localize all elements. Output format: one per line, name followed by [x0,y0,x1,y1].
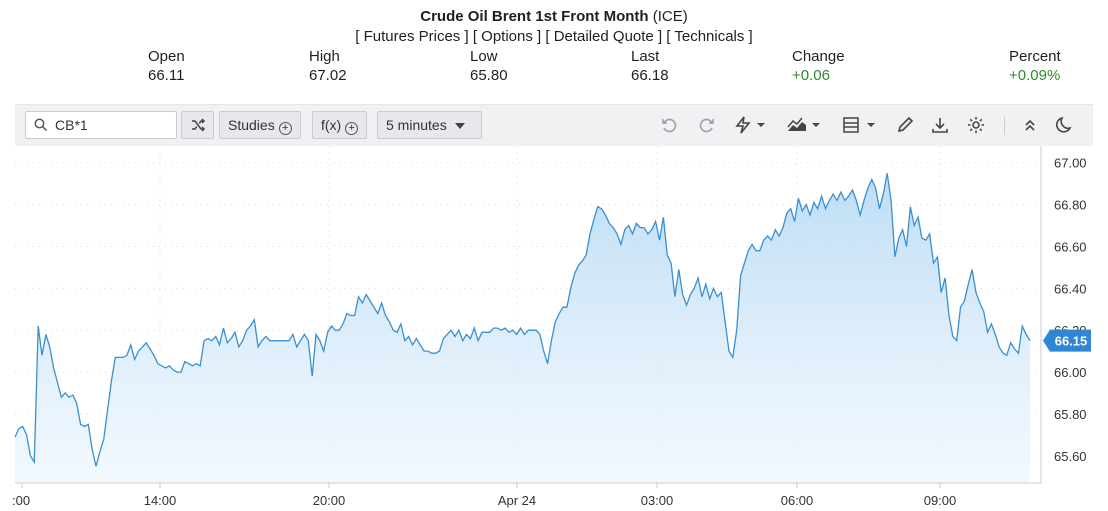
quote-change: Change +0.06 [792,47,845,85]
x-tick-label: 09:00 [924,493,957,508]
quote-last: Last 66.18 [631,47,669,85]
studies-label: Studies [228,117,275,133]
y-tick-label: 66.60 [1054,239,1087,254]
quote-low-value: 65.80 [470,67,508,84]
quote-change-label: Change [792,48,845,65]
y-tick-label: 65.80 [1054,407,1087,422]
quote-percent-value: +0.09% [1009,67,1061,84]
price-area [15,173,1030,483]
quote-high: High 67.02 [309,47,347,85]
chart-type-icon[interactable] [786,115,824,137]
quote-high-label: High [309,48,340,65]
price-chart[interactable]: 67.0066.8066.6066.4066.2066.0065.8065.60… [0,146,1108,511]
x-tick-label: Apr 24 [498,493,536,508]
quote-open: Open 66.11 [148,47,185,85]
lightning-icon[interactable] [733,115,769,137]
download-icon[interactable] [930,115,952,137]
quote-high-value: 67.02 [309,67,347,84]
quote-links: [ Futures Prices ] [ Options ] [ Detaile… [0,28,1108,45]
quote-low-label: Low [470,48,498,65]
price-line [14,173,1031,467]
add-circle-icon: + [278,122,292,135]
studies-button[interactable]: Studies + [219,111,301,139]
quote-low: Low 65.80 [470,47,508,85]
chevron-down-icon [454,123,465,129]
instrument-name: Crude Oil Brent 1st Front Month [420,8,649,25]
quote-last-value: 66.18 [631,67,669,84]
futures-prices-link[interactable]: [ Futures Prices ] [355,28,469,45]
quote-open-value: 66.11 [148,67,185,84]
last-price-label: 66.15 [1055,334,1088,349]
redo-icon[interactable] [697,115,719,137]
quote-open-label: Open [148,48,185,65]
quote-percent: Percent +0.09% [1009,47,1061,85]
x-tick-label: 20:00 [313,493,346,508]
chart-toolbar: CB*1 Studies + f(x) + 5 minutes [15,104,1093,146]
undo-icon[interactable] [659,115,681,137]
x-axis: :00 14:00 20:00 Apr 24 03:00 06:00 09:00 [12,483,956,508]
gear-icon[interactable] [966,115,988,137]
y-tick-label: 66.40 [1054,281,1087,296]
y-tick-label: 66.00 [1054,365,1087,380]
compare-button[interactable] [181,111,214,139]
add-circle-icon: + [345,122,359,135]
quote-change-value: +0.06 [792,67,830,84]
quote-percent-label: Percent [1009,48,1061,65]
x-tick-label: 03:00 [641,493,674,508]
quote-last-label: Last [631,48,660,65]
collapse-up-icon[interactable] [1020,115,1042,137]
last-price-badge: 66.15 [1043,329,1091,352]
symbol-search-input[interactable]: CB*1 [25,111,177,139]
x-tick-label: 14:00 [144,493,177,508]
x-tick-label: 06:00 [781,493,814,508]
detailed-quote-link[interactable]: [ Detailed Quote ] [545,28,663,45]
y-tick-label: 65.60 [1054,449,1087,464]
search-icon [34,118,48,132]
shuffle-icon [190,117,206,133]
options-link[interactable]: [ Options ] [472,28,542,45]
interval-label: 5 minutes [386,117,447,133]
pencil-icon[interactable] [895,115,917,137]
quote-title: Crude Oil Brent 1st Front Month (ICE) [0,8,1108,25]
fx-label: f(x) [321,117,342,133]
moon-icon[interactable] [1055,115,1077,137]
technicals-link[interactable]: [ Technicals ] [666,28,753,45]
x-tick-label: :00 [12,493,30,508]
interval-select[interactable]: 5 minutes [377,111,482,139]
layout-icon[interactable] [841,115,879,137]
y-tick-label: 66.80 [1054,198,1087,213]
last-price-badge-shape [1043,329,1091,352]
y-tick-label: 67.00 [1054,156,1087,171]
symbol-value: CB*1 [55,117,88,133]
toolbar-divider [1004,117,1005,135]
fx-button[interactable]: f(x) + [312,111,368,139]
exchange-label: (ICE) [652,8,688,25]
